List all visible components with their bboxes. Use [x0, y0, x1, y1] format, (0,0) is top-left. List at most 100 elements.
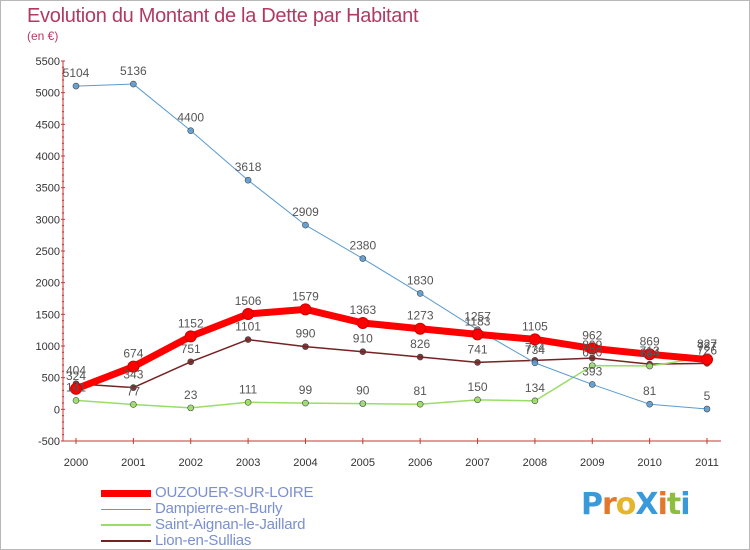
- data-point: [187, 127, 195, 134]
- logo-letter: r: [602, 487, 617, 522]
- x-tick-label: 2000: [64, 457, 88, 469]
- legend-label: Saint-Aignan-le-Jaillard: [155, 516, 306, 533]
- data-label: 2380: [349, 239, 376, 253]
- data-label: 99: [299, 383, 313, 397]
- data-label: 726: [697, 343, 717, 357]
- data-label: 2909: [292, 205, 319, 219]
- data-label: 869: [640, 334, 660, 348]
- x-tick-label: 2001: [121, 457, 145, 469]
- y-tick-label: 2500: [36, 246, 60, 258]
- data-label: 827: [697, 337, 717, 351]
- series-line: [75, 83, 708, 410]
- series-dampierre-en-burly: [72, 80, 711, 413]
- data-label: 404: [66, 364, 86, 378]
- data-point: [703, 405, 711, 413]
- data-point: [646, 400, 653, 408]
- legend-label: Lion-en-Sullias: [155, 532, 252, 549]
- data-point: [127, 360, 140, 373]
- y-tick-label: 3000: [36, 214, 60, 226]
- legend-swatch: [101, 509, 151, 510]
- data-point: [416, 400, 424, 408]
- data-point: [531, 397, 539, 405]
- data-point: [302, 343, 309, 350]
- data-label: 1105: [522, 319, 548, 333]
- legend-item-lion-en-sullias: Lion-en-Sullias: [101, 532, 401, 549]
- data-label: 81: [643, 384, 657, 398]
- data-point: [187, 404, 195, 412]
- y-tick-label: 5500: [36, 56, 60, 68]
- data-label: 90: [356, 384, 370, 398]
- legend-swatch: [101, 540, 151, 542]
- logo-letter: P: [581, 487, 603, 522]
- data-label: 134: [525, 381, 545, 395]
- x-tick-label: 2009: [580, 457, 604, 469]
- data-label: 81: [414, 384, 428, 398]
- proxiti-logo: ProXiti: [581, 487, 691, 522]
- data-label: 741: [468, 342, 488, 356]
- data-label: 751: [181, 342, 201, 356]
- data-label: 713: [640, 344, 660, 358]
- y-tick-label: -500: [38, 436, 60, 448]
- data-label: 324: [66, 369, 86, 383]
- series-line: [75, 356, 708, 409]
- data-point: [701, 353, 713, 366]
- x-tick-label: 2002: [178, 457, 202, 469]
- y-tick-label: 500: [42, 373, 60, 385]
- x-tick-label: 2008: [523, 457, 547, 469]
- x-tick-label: 2011: [695, 457, 719, 469]
- data-point: [130, 80, 137, 88]
- data-point: [359, 400, 367, 407]
- logo-letter: X: [635, 487, 658, 522]
- series-saint-aignan-le-jaillard: [72, 353, 711, 412]
- data-point: [302, 399, 309, 407]
- logo-letter: o: [615, 487, 637, 522]
- x-tick-label: 2010: [637, 457, 661, 469]
- data-point: [588, 381, 596, 388]
- data-point: [184, 330, 197, 343]
- data-point: [531, 359, 539, 367]
- y-tick-label: 0: [54, 404, 60, 416]
- y-tick-label: 3500: [36, 183, 60, 195]
- x-tick-label: 2007: [465, 457, 489, 469]
- data-label: 111: [239, 382, 258, 396]
- data-label: 23: [184, 388, 198, 402]
- data-label: 4400: [177, 111, 204, 125]
- data-point: [474, 359, 481, 366]
- data-label: 1273: [407, 309, 434, 323]
- data-label: 1506: [235, 294, 262, 308]
- series-line: [72, 305, 711, 393]
- data-label: 3618: [235, 160, 262, 174]
- y-tick-label: 4500: [36, 119, 60, 131]
- legend-swatch: [101, 490, 151, 497]
- legend-item-ouzouer-sur-loire: OUZOUER-SUR-LOIRE: [101, 484, 401, 501]
- data-label: 1830: [407, 273, 434, 287]
- data-point: [130, 401, 137, 408]
- data-label: 5104: [63, 66, 90, 80]
- data-point: [359, 348, 367, 356]
- legend-item-dampierre-en-burly: Dampierre-en-Burly: [101, 500, 401, 517]
- data-point: [474, 396, 481, 404]
- data-label: 1101: [235, 320, 261, 334]
- data-point: [588, 354, 596, 362]
- data-label: 962: [582, 328, 602, 342]
- x-tick-label: 2005: [351, 457, 375, 469]
- data-label: 5: [704, 389, 711, 403]
- data-label: 774: [525, 340, 545, 354]
- data-point: [646, 362, 653, 370]
- data-point: [244, 176, 252, 184]
- y-tick-label: 4000: [36, 151, 60, 163]
- data-point: [356, 317, 369, 330]
- data-label: 141: [66, 380, 86, 394]
- data-point: [244, 336, 252, 343]
- y-tick-label: 1000: [36, 341, 60, 353]
- data-label: 1183: [465, 314, 491, 328]
- data-point: [416, 353, 424, 361]
- data-label: 77: [127, 384, 141, 398]
- data-label: 343: [123, 368, 143, 382]
- data-label: 150: [468, 380, 488, 394]
- logo-letter: i: [657, 487, 668, 522]
- data-point: [242, 307, 255, 320]
- data-label: 809: [582, 338, 602, 352]
